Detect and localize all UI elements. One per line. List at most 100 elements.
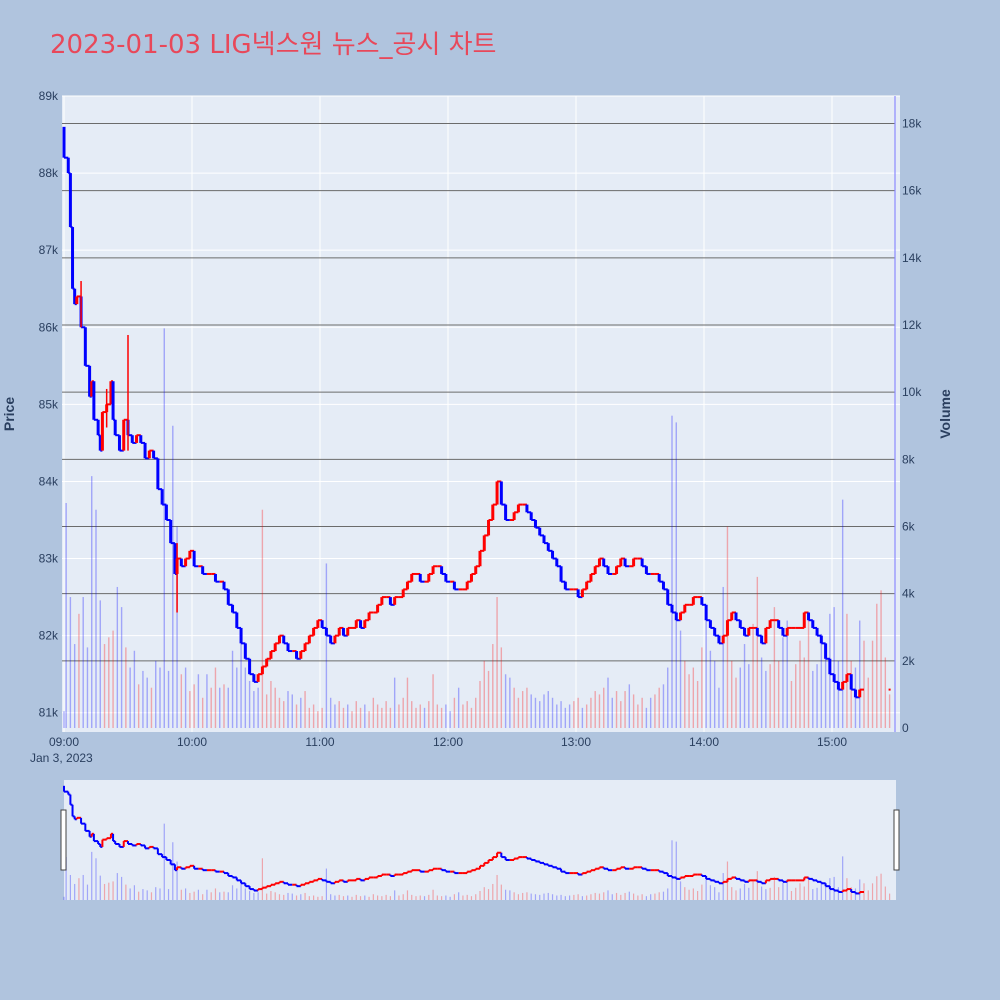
volume-bar <box>628 684 631 728</box>
mini-volume-bar <box>283 894 285 900</box>
mini-volume-bar <box>564 896 566 900</box>
volume-bar <box>859 620 861 728</box>
volume-bar <box>841 499 844 728</box>
volume-bar <box>108 637 110 728</box>
mini-volume-bar <box>526 892 528 900</box>
volume-bar <box>837 660 840 728</box>
volume-bar <box>654 694 656 728</box>
mini-volume-bar <box>313 895 315 900</box>
mini-volume-bar <box>539 894 541 900</box>
mini-volume-bar <box>146 890 148 900</box>
volume-bar <box>611 697 613 728</box>
mini-volume-bar <box>551 894 554 900</box>
volume-bar <box>675 422 677 728</box>
mini-volume-bar <box>308 896 310 900</box>
time-tick-label: 15:00 <box>817 735 847 749</box>
volume-bar <box>662 684 665 728</box>
mini-volume-bar <box>129 888 131 900</box>
mini-volume-bar <box>671 840 673 900</box>
volume-bar <box>564 707 567 728</box>
volume-bar <box>227 687 229 728</box>
mini-volume-bar <box>359 896 362 900</box>
volume-bar <box>658 687 660 728</box>
price-tick-label: 83k <box>39 552 59 566</box>
volume-bar <box>620 701 622 728</box>
mini-volume-bar <box>735 890 737 900</box>
time-axis-ticks: 09:00 10:00 11:00 12:00 13:00 14:00 15:00 <box>49 735 847 749</box>
volume-bar <box>214 667 217 728</box>
volume-bar <box>492 644 494 728</box>
mini-volume-bar <box>820 882 822 900</box>
main-plot-area[interactable] <box>62 96 900 732</box>
volume-bar <box>244 667 247 728</box>
mini-volume-bar <box>364 895 366 900</box>
price-tick-label: 84k <box>39 474 59 488</box>
volume-bar <box>577 697 579 728</box>
volume-bar <box>364 704 366 728</box>
mini-volume-bar <box>261 858 263 900</box>
mini-volume-bar <box>82 874 84 900</box>
volume-bar <box>368 711 370 728</box>
mini-volume-bar <box>214 888 217 900</box>
range-slider-price <box>63 785 864 895</box>
volume-bar <box>466 701 468 728</box>
volume-bar <box>445 704 447 728</box>
volume-bar <box>270 680 272 728</box>
mini-volume-bar <box>342 896 345 900</box>
volume-bar <box>291 694 293 728</box>
volume-tick-label: 18k <box>902 117 922 131</box>
volume-bar <box>607 677 609 728</box>
volume-bar <box>304 691 306 728</box>
volume-bar <box>167 670 170 728</box>
volume-bar <box>462 704 464 728</box>
range-slider-right-handle[interactable] <box>893 809 900 871</box>
volume-bar <box>338 701 340 728</box>
range-slider-left-handle[interactable] <box>60 809 67 871</box>
volume-bar <box>688 674 690 728</box>
volume-bar <box>95 509 97 728</box>
mini-volume-bar <box>150 892 153 900</box>
mini-volume-bar <box>679 881 682 900</box>
volume-bar <box>692 667 695 728</box>
price-tick-label: 81k <box>39 706 59 720</box>
price-tick-label: 86k <box>39 320 59 334</box>
mini-volume-bar <box>530 893 532 900</box>
volume-bar <box>731 660 733 728</box>
volume-bar <box>863 640 865 728</box>
mini-volume-bar <box>675 841 677 900</box>
mini-volume-bar <box>381 896 383 900</box>
volume-bar <box>342 707 345 728</box>
mini-volume-bar <box>394 890 396 900</box>
mini-volume-bar <box>547 892 549 900</box>
volume-bar <box>176 526 178 728</box>
mini-volume-bar <box>816 887 818 900</box>
mini-volume-bar <box>466 894 468 900</box>
volume-bar <box>287 691 289 728</box>
volume-bar <box>748 664 750 728</box>
volume-bar <box>453 697 456 728</box>
mini-volume-bar <box>112 881 114 900</box>
price-tick-label: 88k <box>39 166 59 180</box>
mini-volume-bar <box>210 892 212 900</box>
range-slider[interactable] <box>64 780 896 900</box>
volume-tick-label: 16k <box>902 184 922 198</box>
price-tick-label: 87k <box>39 243 59 257</box>
mini-volume-bar <box>419 895 421 900</box>
volume-bar <box>201 697 204 728</box>
mini-volume-bar <box>206 889 208 900</box>
volume-bar <box>504 674 507 728</box>
mini-volume-bar <box>445 895 447 900</box>
volume-bar <box>334 704 336 728</box>
mini-volume-bar <box>121 876 123 900</box>
volume-bar <box>756 576 759 728</box>
mini-volume-bar <box>825 884 827 900</box>
volume-bar <box>581 707 584 728</box>
mini-volume-bar <box>611 894 613 900</box>
mini-volume-bar <box>731 887 733 900</box>
volume-bar <box>274 687 276 728</box>
volume-bar <box>312 704 315 728</box>
mini-volume-bar <box>859 879 861 900</box>
mini-volume-bar <box>278 894 281 900</box>
mini-volume-bar <box>406 890 409 900</box>
